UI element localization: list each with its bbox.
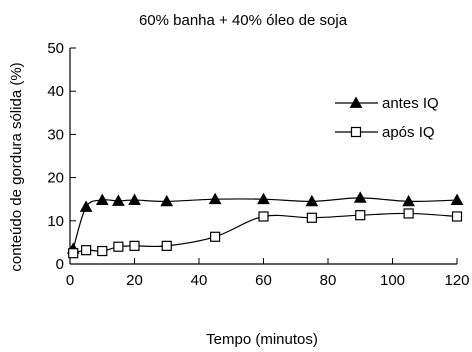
- legend-marker: [349, 96, 363, 108]
- legend: antes IQ após IQ: [335, 95, 439, 141]
- data-point: [129, 240, 140, 251]
- data-point: [353, 191, 367, 203]
- y-tick-label: 10: [47, 213, 64, 230]
- legend-item: antes IQ: [335, 95, 439, 112]
- data-point: [79, 200, 93, 212]
- data-point: [305, 194, 319, 207]
- data-point: [208, 192, 222, 205]
- y-tick-label: 50: [47, 40, 64, 57]
- legend-item: após IQ: [335, 124, 435, 141]
- data-point: [210, 231, 221, 242]
- y-tick-label: 40: [47, 83, 64, 100]
- ticks: 0 20 40 60 80 100 120 0 10 20 30 40 50: [47, 40, 469, 289]
- x-tick-label: 120: [444, 272, 469, 289]
- x-tick-label: 100: [380, 272, 405, 289]
- data-point: [112, 194, 125, 206]
- x-axis-label: Tempo (minutos): [206, 331, 318, 348]
- data-point: [97, 245, 108, 257]
- data-point: [161, 240, 172, 251]
- series-antes-iq: [66, 191, 464, 254]
- y-axis-label: conteúdo de gordura sólida (%): [8, 62, 25, 271]
- data-point: [257, 192, 270, 205]
- data-point: [95, 193, 109, 205]
- data-point: [355, 210, 366, 221]
- y-tick-label: 30: [47, 126, 64, 143]
- legend-label: antes IQ: [382, 95, 439, 112]
- data-point: [403, 208, 414, 219]
- series-group: [66, 191, 464, 259]
- series-apos-iq: [68, 208, 463, 259]
- data-point: [113, 241, 124, 252]
- x-tick-label: 40: [191, 272, 208, 289]
- y-tick-label: 0: [56, 256, 64, 273]
- legend-label: após IQ: [382, 124, 435, 141]
- data-point: [402, 194, 415, 207]
- data-point: [306, 212, 317, 223]
- data-point: [128, 193, 141, 205]
- data-point: [258, 211, 269, 222]
- chart-title: 60% banha + 40% óleo de soja: [139, 12, 348, 29]
- data-point: [160, 194, 174, 207]
- axes: [69, 48, 457, 265]
- legend-marker: [350, 126, 362, 138]
- data-point: [68, 248, 79, 259]
- data-point: [450, 193, 464, 205]
- x-tick-label: 20: [126, 272, 143, 289]
- x-tick-label: 60: [255, 272, 272, 289]
- data-point: [81, 245, 92, 256]
- x-tick-label: 80: [320, 272, 337, 289]
- x-tick-label: 0: [66, 272, 74, 289]
- y-tick-label: 20: [47, 170, 64, 187]
- data-point: [451, 211, 463, 222]
